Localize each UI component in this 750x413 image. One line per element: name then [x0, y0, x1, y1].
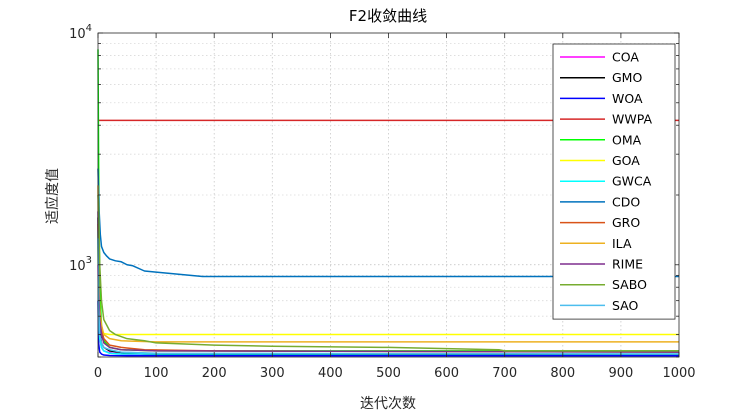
legend-label-coa: COA [612, 50, 639, 65]
y-axis-label: 适应度值 [44, 168, 61, 224]
legend-label-woa: WOA [612, 91, 643, 106]
series-line-cdo [97, 168, 679, 278]
x-axis-label: 迭代次数 [360, 396, 416, 412]
legend-label-gro: GRO [612, 215, 640, 230]
legend-label-sabo: SABO [612, 277, 647, 292]
legend-label-oma: OMA [612, 132, 642, 147]
series-lines [97, 49, 680, 357]
legend-label-rime: RIME [612, 257, 643, 272]
x-tick-label: 900 [608, 366, 633, 381]
x-tick-label: 1000 [662, 366, 695, 381]
legend-label-sao: SAO [612, 298, 638, 313]
axes [97, 32, 680, 358]
x-tick-label: 700 [492, 366, 517, 381]
x-tick-label: 300 [260, 366, 285, 381]
x-tick-label: 800 [550, 366, 575, 381]
x-tick-label: 100 [144, 366, 169, 381]
x-tick-label: 400 [318, 366, 343, 381]
y-tick-label: 103 [69, 255, 92, 274]
chart-title: F2收敛曲线 [349, 7, 427, 25]
legend: COA GMO WOA WWPA OMA GOA GWCA CDO GRO ILA RIME SABO… [552, 43, 676, 320]
legend-label-wwpa: WWPA [612, 112, 652, 127]
series-line-sao [97, 238, 680, 355]
x-tick-label: 500 [376, 366, 401, 381]
series-line-sabo [97, 194, 679, 352]
y-tick-label: 104 [69, 23, 92, 42]
x-tick-label: 200 [202, 366, 227, 381]
legend-label-gmo: GMO [612, 70, 642, 85]
tick-labels: 0 100 200 300 400 500 600 700 800 900 1000 103 104 [69, 23, 695, 381]
legend-label-ila: ILA [612, 236, 632, 251]
x-tick-label: 600 [434, 366, 459, 381]
x-tick-label: 0 [94, 366, 102, 381]
legend-label-cdo: CDO [612, 194, 640, 209]
legend-label-goa: GOA [612, 153, 640, 168]
series-line-woa [97, 300, 679, 357]
legend-label-gwca: GWCA [612, 174, 652, 189]
